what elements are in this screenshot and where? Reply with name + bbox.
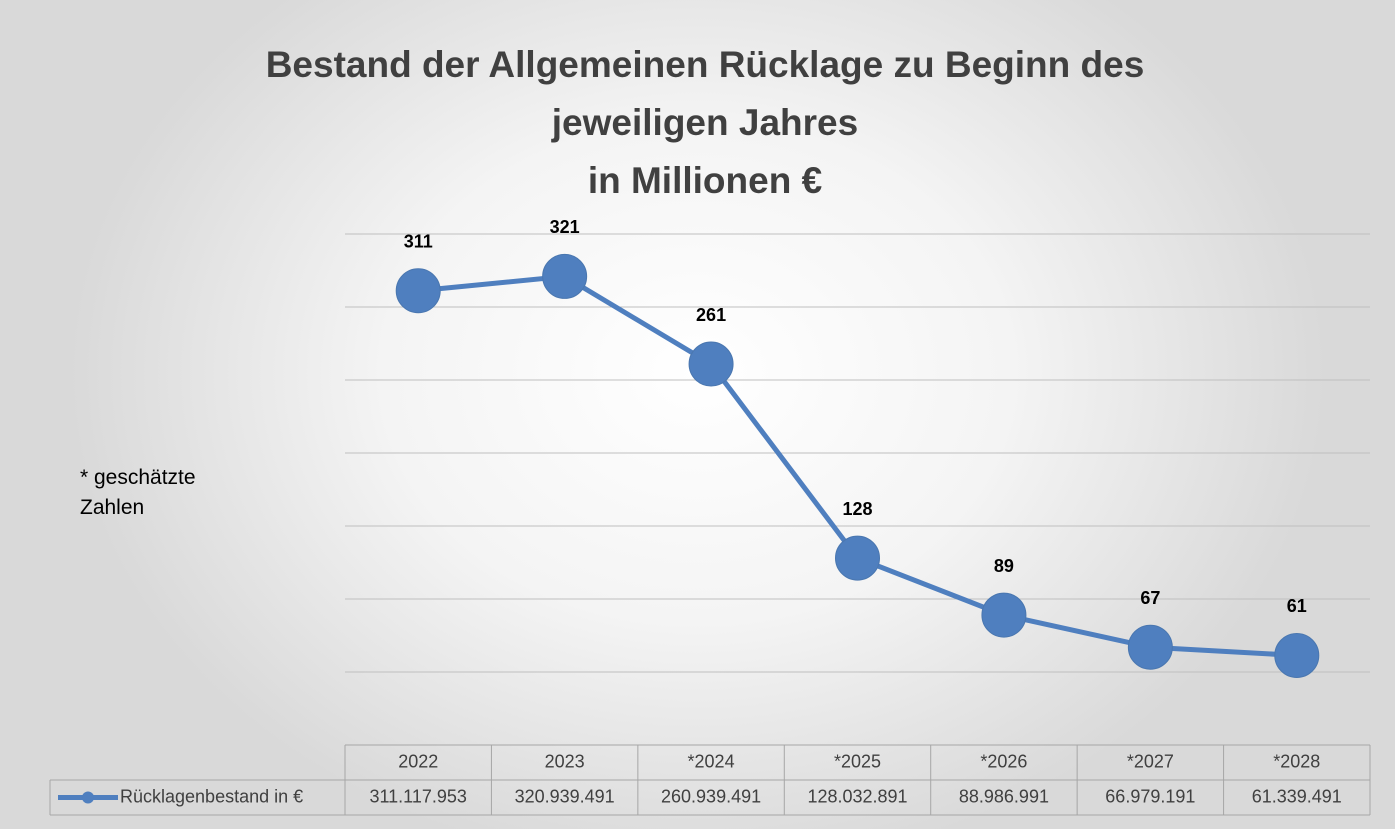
data-label: 311	[404, 232, 433, 252]
x-tick-label: *2024	[688, 751, 735, 771]
chart-title: Bestand der Allgemeinen Rücklage zu Begi…	[265, 44, 1145, 201]
data-label: 89	[994, 556, 1014, 576]
table-cell: 66.979.191	[1105, 786, 1195, 806]
table-cell: 88.986.991	[959, 786, 1049, 806]
data-label: 67	[1140, 588, 1160, 608]
legend-marker	[82, 791, 94, 804]
table-cell: 128.032.891	[807, 786, 907, 806]
marker	[395, 268, 441, 314]
data-label: 61	[1287, 596, 1307, 616]
marker	[688, 341, 734, 387]
marker	[1127, 624, 1173, 670]
annotation: * geschätzte Zahlen	[80, 466, 196, 519]
x-tick-label: *2028	[1273, 751, 1320, 771]
table-cell: 260.939.491	[661, 786, 761, 806]
x-tick-label: 2023	[545, 751, 585, 771]
legend-label: Rücklagenbestand in €	[120, 786, 303, 806]
marker	[835, 535, 880, 581]
table-cell: 311.117.953	[369, 786, 466, 806]
table-cell: 320.939.491	[515, 786, 615, 806]
x-tick-label: *2025	[834, 751, 881, 771]
x-tick-label: *2027	[1127, 751, 1174, 771]
marker	[542, 253, 588, 299]
data-label: 321	[550, 217, 580, 237]
marker	[981, 592, 1027, 638]
x-tick-label: *2026	[980, 751, 1027, 771]
table-cell: 61.339.491	[1252, 786, 1342, 806]
x-tick-label: 2022	[398, 751, 438, 771]
marker	[1274, 632, 1320, 678]
data-label: 261	[696, 305, 726, 325]
data-label: 128	[842, 499, 872, 519]
